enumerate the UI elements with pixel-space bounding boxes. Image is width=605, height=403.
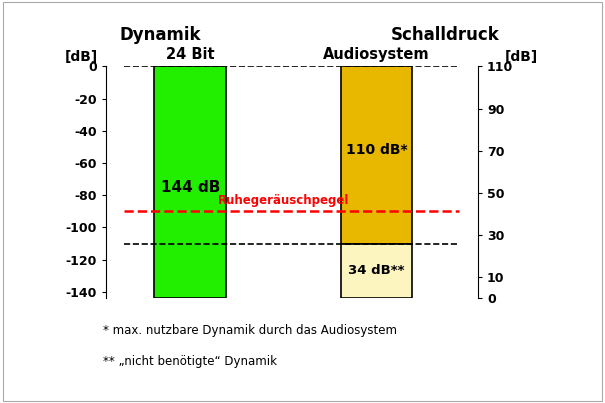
Text: Dynamik: Dynamik: [120, 26, 201, 44]
Text: * max. nutzbare Dynamik durch das Audiosystem: * max. nutzbare Dynamik durch das Audios…: [103, 324, 397, 337]
Bar: [154, 66, 226, 298]
Text: 110 dB*: 110 dB*: [345, 143, 407, 157]
Text: Audiosystem: Audiosystem: [323, 47, 430, 62]
Bar: [341, 66, 413, 243]
Text: Schalldruck: Schalldruck: [390, 26, 499, 44]
Text: Ruhegeräuschpegel: Ruhegeräuschpegel: [218, 194, 349, 207]
Text: 24 Bit: 24 Bit: [166, 47, 215, 62]
Text: [dB]: [dB]: [505, 50, 538, 64]
Bar: [341, 243, 413, 298]
Text: 34 dB**: 34 dB**: [348, 264, 405, 277]
Text: 144 dB: 144 dB: [161, 180, 220, 195]
Text: ** „nicht benötigte“ Dynamik: ** „nicht benötigte“ Dynamik: [103, 355, 277, 368]
Text: [dB]: [dB]: [65, 50, 98, 64]
